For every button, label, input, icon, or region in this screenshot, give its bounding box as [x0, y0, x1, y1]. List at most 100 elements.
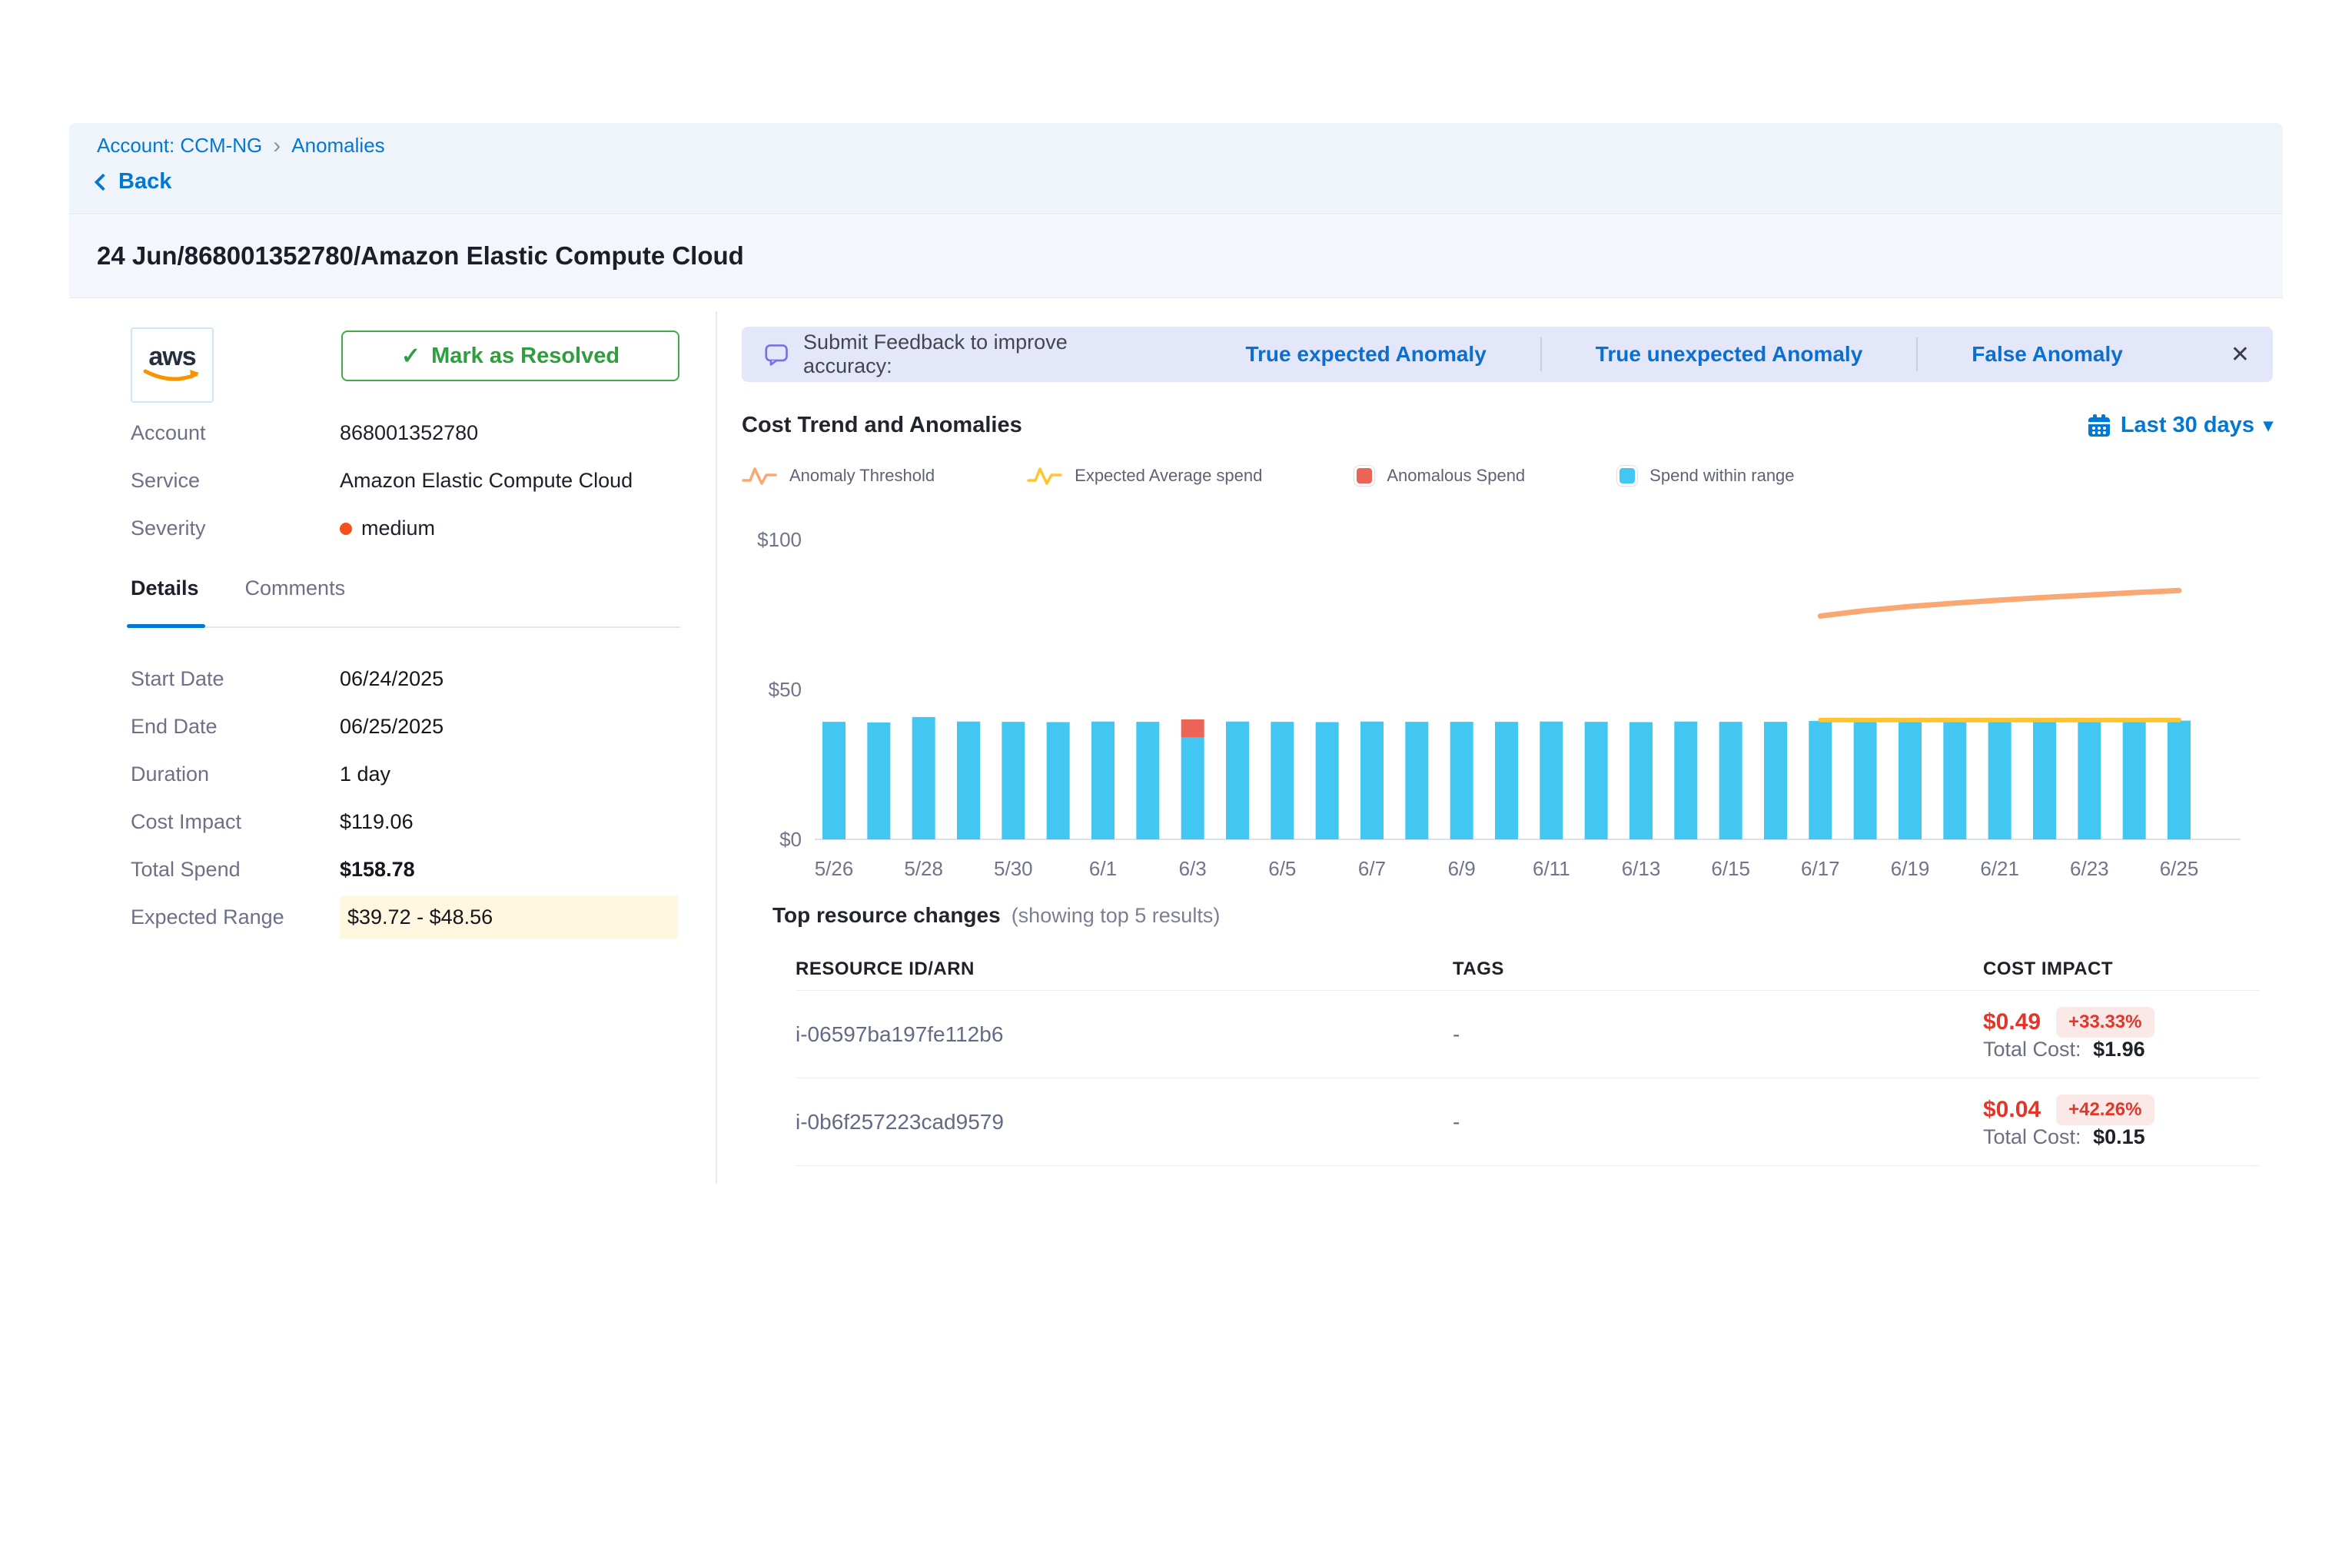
table-row[interactable]: i-0b6f257223cad9579 - $0.04 +42.26% Tota…: [796, 1078, 2260, 1166]
x-axis-tick: 6/25: [2160, 857, 2199, 880]
date-range-picker[interactable]: Last 30 days ▾: [2087, 413, 2273, 438]
back-button[interactable]: Back: [97, 169, 171, 194]
x-axis-tick: 6/13: [1622, 857, 1661, 880]
bar-spend-within-range[interactable]: [1316, 723, 1339, 839]
date-range-label: Last 30 days: [2121, 413, 2254, 438]
bar-spend-within-range[interactable]: [1719, 722, 1742, 839]
bar-spend-within-range[interactable]: [2123, 721, 2146, 839]
feedback-true-unexpected[interactable]: True unexpected Anomaly: [1542, 342, 1917, 367]
total-cost-label: Total Cost:: [1983, 1038, 2081, 1061]
resource-tags: -: [1453, 1110, 1983, 1134]
x-axis-tick: 6/19: [1891, 857, 1930, 880]
legend-label: Expected Average spend: [1075, 466, 1262, 486]
bar-spend-within-range[interactable]: [867, 723, 890, 839]
bar-spend-within-range[interactable]: [1271, 722, 1294, 839]
chart-title: Cost Trend and Anomalies: [742, 413, 1022, 438]
severity-value: medium: [361, 517, 435, 540]
x-axis-tick: 6/3: [1179, 857, 1207, 880]
breadcrumb-account-link[interactable]: Account: CCM-NG: [97, 134, 262, 158]
bar-spend-within-range[interactable]: [1002, 722, 1025, 839]
blue-swatch-icon: [1617, 466, 1637, 486]
start-date-value: 06/24/2025: [340, 667, 443, 691]
bar-spend-within-range[interactable]: [2078, 721, 2101, 839]
summary-row-severity: Severity medium: [131, 517, 678, 540]
resources-title: Top resource changes: [772, 903, 1001, 928]
expected-range-value: $39.72 - $48.56: [340, 896, 678, 938]
bar-spend-within-range[interactable]: [957, 722, 980, 839]
pulse-line-icon: [1027, 464, 1062, 487]
detail-tabs: Details Comments: [131, 576, 345, 614]
column-resource-id: RESOURCE ID/ARN: [796, 958, 1453, 980]
tab-comments[interactable]: Comments: [245, 576, 346, 614]
cost-change-badge: +33.33%: [2056, 1007, 2154, 1038]
back-label: Back: [118, 169, 171, 194]
bar-spend-within-range[interactable]: [2168, 721, 2191, 839]
x-axis-tick: 6/5: [1268, 857, 1296, 880]
breadcrumb-current[interactable]: Anomalies: [291, 134, 384, 158]
tab-details[interactable]: Details: [131, 576, 199, 614]
start-date-label: Start Date: [131, 667, 340, 691]
bar-spend-within-range[interactable]: [1226, 722, 1249, 839]
anomaly-detail-main: Submit Feedback to improve accuracy: Tru…: [742, 327, 2273, 1166]
x-axis-tick: 6/9: [1448, 857, 1476, 880]
x-axis-tick: 6/1: [1089, 857, 1117, 880]
cost-impact-amount: $0.49: [1983, 1009, 2041, 1035]
bar-spend-within-range[interactable]: [1585, 722, 1608, 839]
duration-value: 1 day: [340, 762, 390, 786]
detail-row-expected-range: Expected Range $39.72 - $48.56: [131, 895, 678, 938]
bar-spend-within-range[interactable]: [1899, 721, 1922, 839]
legend-label: Anomaly Threshold: [789, 466, 935, 486]
bar-spend-within-range[interactable]: [1943, 721, 1966, 839]
service-value: Amazon Elastic Compute Cloud: [340, 469, 633, 493]
legend-spend-within-range: Spend within range: [1617, 466, 1794, 486]
x-axis-tick: 6/11: [1533, 857, 1570, 880]
aws-logo: aws: [131, 327, 214, 403]
bar-spend-within-range[interactable]: [1181, 737, 1204, 839]
bar-spend-within-range[interactable]: [1854, 721, 1877, 839]
aws-smile-icon: [142, 368, 202, 385]
bar-spend-within-range[interactable]: [822, 722, 845, 839]
bar-anomalous-spend[interactable]: [1181, 719, 1204, 737]
bar-spend-within-range[interactable]: [1764, 722, 1787, 839]
expected-range-label: Expected Range: [131, 905, 340, 929]
chart-canvas: $0$50$1005/265/285/306/16/36/56/76/96/11…: [742, 493, 2271, 893]
cost-impact-label: Cost Impact: [131, 810, 340, 834]
x-axis-tick: 6/23: [2070, 857, 2109, 880]
bar-spend-within-range[interactable]: [2033, 721, 2056, 839]
feedback-true-expected[interactable]: True expected Anomaly: [1191, 342, 1540, 367]
legend-anomaly-threshold: Anomaly Threshold: [742, 464, 935, 487]
feedback-false-anomaly[interactable]: False Anomaly: [1918, 342, 2177, 367]
back-chevron-icon: [95, 173, 112, 191]
bar-spend-within-range[interactable]: [1540, 722, 1563, 839]
legend-expected-average-spend: Expected Average spend: [1027, 464, 1262, 487]
mark-as-resolved-button[interactable]: ✓ Mark as Resolved: [341, 331, 679, 381]
bar-spend-within-range[interactable]: [1495, 722, 1518, 839]
x-axis-tick: 5/26: [815, 857, 854, 880]
bar-spend-within-range[interactable]: [1809, 721, 1832, 839]
bar-spend-within-range[interactable]: [1450, 722, 1473, 839]
bar-spend-within-range[interactable]: [1629, 723, 1653, 839]
active-tab-indicator: [127, 624, 205, 628]
chart-legend: Anomaly Threshold Expected Average spend…: [742, 464, 2273, 487]
detail-row-total-spend: Total Spend $158.78: [131, 848, 678, 891]
chart-header: Cost Trend and Anomalies Last 30 days ▾: [742, 413, 2273, 438]
top-resource-changes-header: Top resource changes (showing top 5 resu…: [772, 903, 2273, 928]
close-icon[interactable]: ✕: [2231, 341, 2250, 368]
table-row[interactable]: i-06597ba197fe112b6 - $0.49 +33.33% Tota…: [796, 991, 2260, 1078]
bar-spend-within-range[interactable]: [1674, 722, 1697, 839]
legend-label: Anomalous Spend: [1387, 466, 1525, 486]
resource-cost-cell: $0.49 +33.33% Total Cost: $1.96: [1983, 1007, 2260, 1061]
cost-trend-chart: $0$50$1005/265/285/306/16/36/56/76/96/11…: [742, 493, 2273, 897]
severity-badge: medium: [340, 517, 435, 540]
bar-spend-within-range[interactable]: [1988, 721, 2011, 839]
bar-spend-within-range[interactable]: [1047, 723, 1070, 839]
bar-spend-within-range[interactable]: [1136, 722, 1159, 839]
bar-spend-within-range[interactable]: [912, 717, 935, 839]
bar-spend-within-range[interactable]: [1360, 722, 1384, 839]
account-label: Account: [131, 421, 340, 445]
bar-spend-within-range[interactable]: [1091, 722, 1115, 839]
resource-id: i-0b6f257223cad9579: [796, 1110, 1453, 1134]
bar-spend-within-range[interactable]: [1405, 722, 1428, 839]
total-spend-label: Total Spend: [131, 858, 340, 882]
detail-row-start-date: Start Date 06/24/2025: [131, 657, 678, 700]
